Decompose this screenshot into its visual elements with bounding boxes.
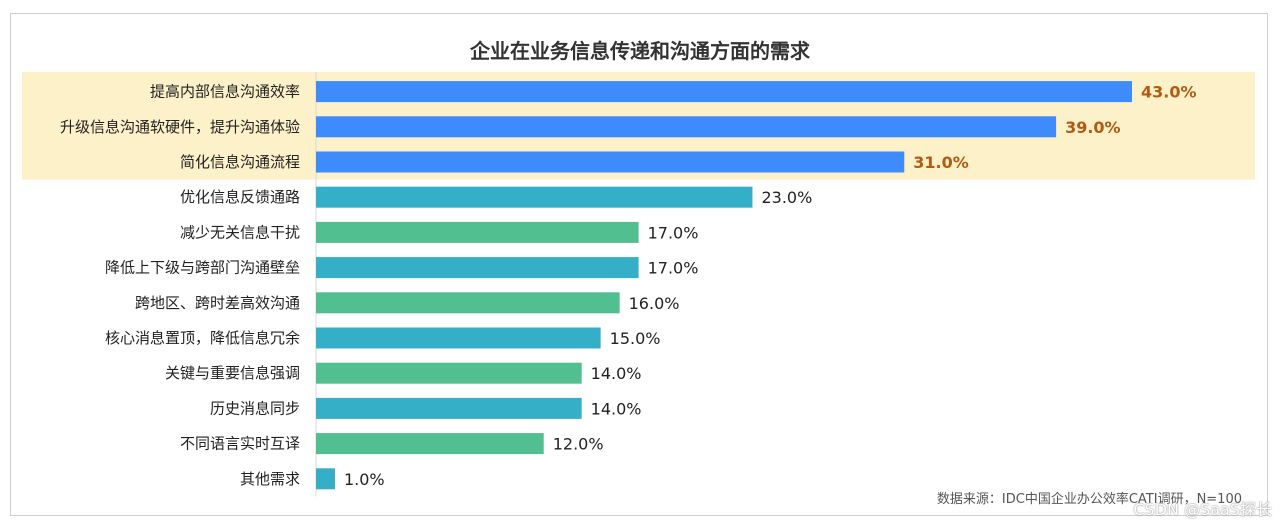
- value-label: 14.0%: [591, 364, 642, 383]
- bar: [316, 433, 544, 455]
- bar: [316, 221, 639, 243]
- bar: [316, 362, 582, 384]
- bar: [316, 292, 620, 314]
- value-label: 43.0%: [1141, 83, 1197, 102]
- watermark: CSDN @SaaS探长: [1133, 500, 1272, 519]
- category-label: 简化信息沟通流程: [180, 153, 300, 171]
- value-label: 16.0%: [629, 294, 680, 313]
- category-label: 减少无关信息干扰: [180, 223, 300, 241]
- bar: [316, 397, 582, 419]
- value-label: 39.0%: [1065, 118, 1121, 137]
- category-label: 升级信息沟通软硬件，提升沟通体验: [60, 118, 300, 136]
- value-label: 31.0%: [913, 153, 969, 172]
- chart-title: 企业在业务信息传递和沟通方面的需求: [470, 39, 810, 63]
- value-label: 12.0%: [553, 435, 604, 454]
- value-label: 23.0%: [761, 188, 812, 207]
- bar: [316, 116, 1057, 138]
- bar: [316, 468, 335, 490]
- category-label: 历史消息同步: [210, 399, 300, 417]
- category-label: 跨地区、跨时差高效沟通: [135, 294, 300, 312]
- value-label: 14.0%: [591, 399, 642, 418]
- bar: [316, 151, 905, 173]
- bar: [316, 186, 753, 208]
- category-label: 提高内部信息沟通效率: [150, 83, 300, 101]
- value-label: 1.0%: [344, 470, 385, 489]
- value-label: 15.0%: [610, 329, 661, 348]
- category-label: 降低上下级与跨部门沟通壁垒: [105, 259, 300, 277]
- category-label: 优化信息反馈通路: [180, 188, 300, 206]
- category-label: 其他需求: [240, 470, 300, 488]
- category-label: 关键与重要信息强调: [165, 364, 300, 382]
- bar: [316, 327, 601, 349]
- bar: [316, 257, 639, 279]
- category-label: 核心消息置顶，降低信息冗余: [105, 329, 300, 347]
- value-label: 17.0%: [648, 223, 699, 242]
- category-label: 不同语言实时互译: [180, 435, 300, 453]
- bar: [316, 81, 1132, 103]
- value-label: 17.0%: [648, 259, 699, 278]
- source-note: 数据来源：IDC中国企业办公效率CATI调研，N=100: [936, 492, 1242, 507]
